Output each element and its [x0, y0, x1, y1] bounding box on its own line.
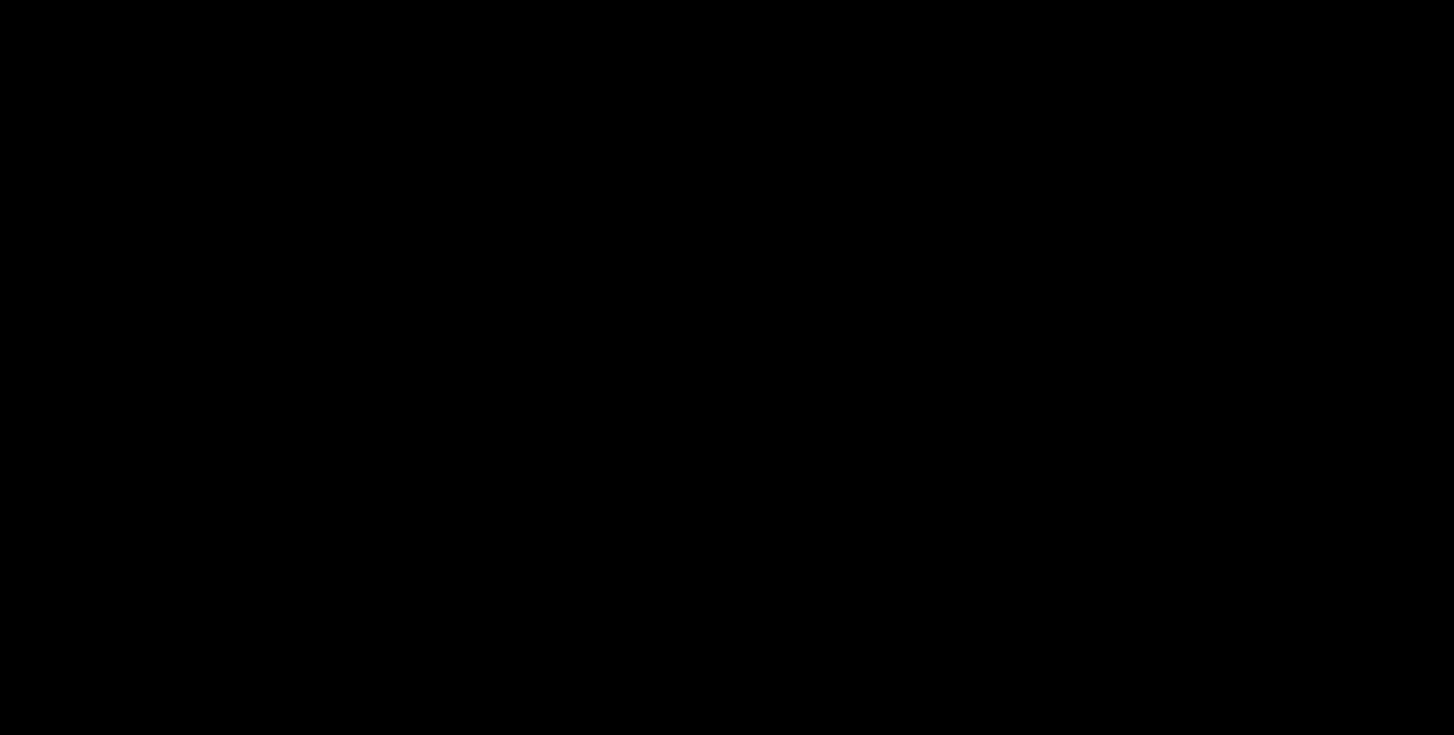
word-cloud: [0, 0, 1454, 735]
